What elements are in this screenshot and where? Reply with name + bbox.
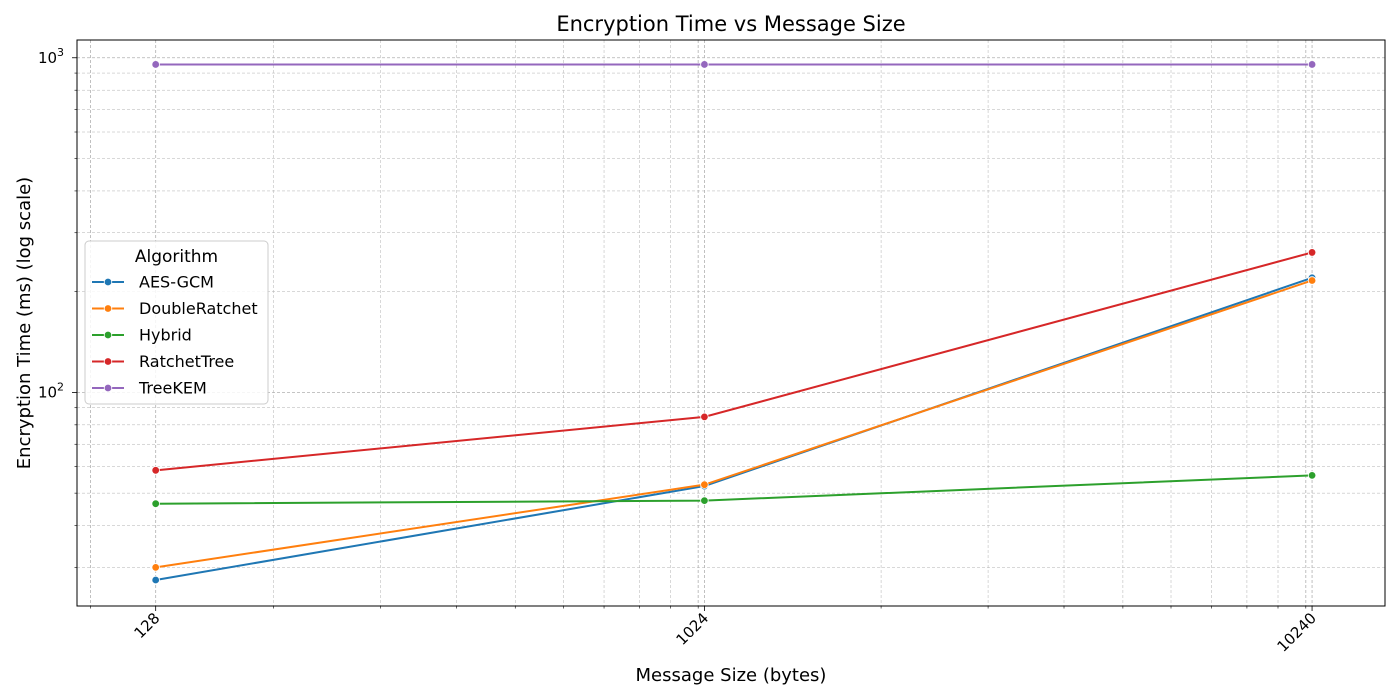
legend-title: Algorithm bbox=[135, 247, 218, 267]
legend-label: TreeKEM bbox=[138, 379, 207, 398]
legend-swatch-marker bbox=[103, 277, 113, 287]
legend-swatch-marker bbox=[103, 357, 113, 366]
y-axis-label: Encryption Time (ms) (log scale) bbox=[14, 177, 35, 469]
major-gridlines bbox=[77, 40, 1385, 606]
data-point-treekem bbox=[700, 60, 709, 69]
data-point-hybrid bbox=[151, 499, 160, 508]
legend-item: TreeKEM bbox=[92, 379, 207, 398]
data-point-treekem bbox=[1307, 60, 1317, 69]
legend-items: AES-GCM DoubleRatchet Hybrid RatchetTree Tre… bbox=[92, 273, 258, 398]
legend-frame bbox=[84, 240, 269, 405]
minor-gridlines bbox=[77, 40, 1385, 606]
legend-item: AES-GCM bbox=[92, 273, 214, 292]
data-point-hybrid bbox=[700, 496, 709, 505]
legend-item: Hybrid bbox=[92, 326, 192, 345]
data-point-doubleratchet bbox=[700, 480, 709, 489]
data-point-hybrid bbox=[1307, 471, 1317, 480]
data-point-ratchettree bbox=[1307, 248, 1317, 257]
legend-item: RatchetTree bbox=[92, 352, 234, 371]
legend-label: AES-GCM bbox=[139, 273, 214, 292]
plot-area-frame bbox=[76, 39, 1386, 607]
legend-swatch-marker bbox=[103, 383, 113, 393]
data-point-doubleratchet bbox=[151, 563, 160, 572]
chart-title: Encryption Time vs Message Size bbox=[556, 12, 905, 36]
x-axis-label: Message Size (bytes) bbox=[636, 665, 827, 686]
data-point-ratchettree bbox=[700, 412, 709, 422]
series-lines bbox=[151, 60, 1317, 585]
legend-swatch-marker bbox=[103, 330, 113, 340]
data-point-aes-gcm bbox=[151, 575, 160, 585]
legend-item: DoubleRatchet bbox=[92, 299, 258, 318]
data-point-doubleratchet bbox=[1307, 276, 1317, 285]
legend-label: Hybrid bbox=[139, 326, 192, 345]
data-point-ratchettree bbox=[151, 466, 160, 475]
y-tick-label: 103 bbox=[38, 46, 64, 67]
legend-label: DoubleRatchet bbox=[139, 299, 258, 318]
y-tick-label: 102 bbox=[38, 380, 64, 401]
legend-label: RatchetTree bbox=[139, 352, 234, 371]
legend-swatch-marker bbox=[103, 304, 113, 313]
legend: Algorithm AES-GCM DoubleRatchet Hybrid Ratc… bbox=[84, 240, 269, 405]
data-point-treekem bbox=[151, 60, 160, 69]
y-axis-ticks: 102 103 bbox=[38, 46, 77, 568]
